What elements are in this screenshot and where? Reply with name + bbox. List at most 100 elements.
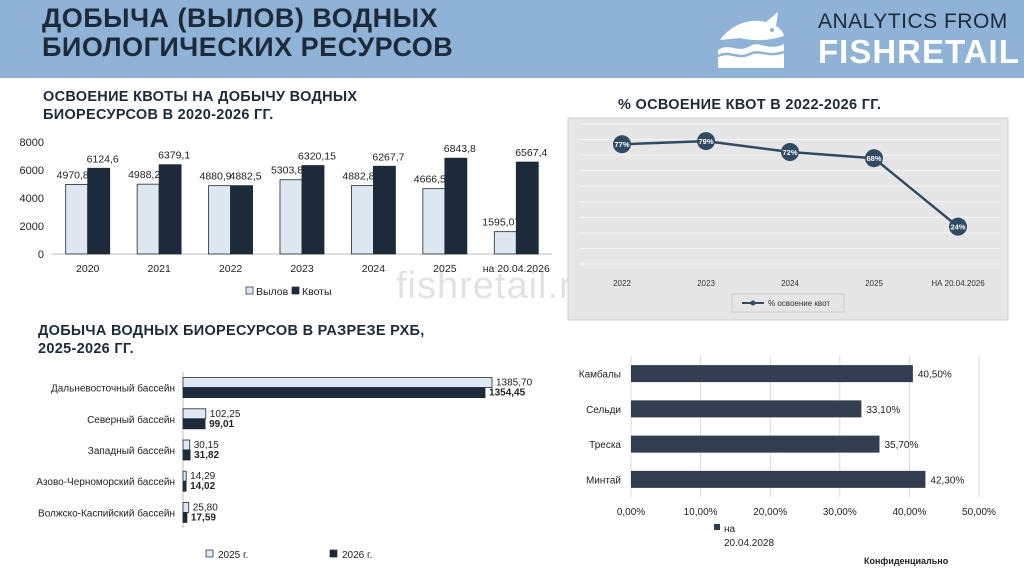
- y-tick-label: 6000: [20, 165, 44, 177]
- data-label: 102,25: [210, 409, 241, 420]
- x-tick-label: 0,00%: [617, 507, 645, 518]
- brand-subtitle: ANALYTICS FROM: [818, 10, 1008, 33]
- category-label: Камбалы: [579, 369, 621, 381]
- data-label: 33,10%: [866, 405, 900, 416]
- category-label: Минтай: [586, 475, 621, 486]
- category-label: Сельди: [586, 405, 621, 416]
- data-label: 24%: [950, 223, 965, 232]
- chart3-title-line1: ДОБЫЧА ВОДНЫХ БИОРЕСУРСОВ В РАЗРЕЗЕ РХБ,: [38, 323, 425, 339]
- data-label: 14,29: [190, 471, 215, 482]
- legend-swatch: [205, 549, 214, 558]
- data-point: [865, 149, 883, 168]
- data-label: 4970,8: [57, 169, 89, 181]
- x-tick-label: 2023: [290, 263, 314, 275]
- data-label: 4666,5: [414, 174, 446, 186]
- x-tick-label: 2025: [433, 263, 457, 275]
- legend-swatch: [329, 549, 338, 558]
- data-label: 4988,2: [128, 169, 160, 181]
- data-point: [697, 132, 715, 151]
- bar-quota: [444, 157, 468, 255]
- bar-quota: [158, 164, 182, 255]
- legend-swatch: [245, 286, 254, 295]
- data-label: 6320,15: [298, 151, 336, 163]
- bar-quota: [230, 185, 253, 255]
- x-tick-label: 2023: [697, 279, 715, 288]
- data-label: 99,01: [209, 419, 234, 430]
- x-tick-label: 2024: [781, 279, 799, 288]
- bar-2026: [182, 418, 206, 430]
- legend-swatch: [291, 286, 300, 295]
- bar-quota: [87, 167, 111, 255]
- data-label: 4882,8: [342, 171, 374, 183]
- x-tick-label: 2022: [613, 279, 631, 288]
- page-title: ДОБЫЧА (ВЫЛОВ) ВОДНЫХ БИОЛОГИЧЕСКИХ РЕСУ…: [42, 4, 453, 62]
- page-title-line1: ДОБЫЧА (ВЫЛОВ) ВОДНЫХ: [42, 3, 439, 33]
- data-point: [949, 217, 967, 236]
- data-label: 1595,07: [482, 217, 520, 229]
- x-tick-label: 2022: [219, 263, 243, 275]
- data-label: 17,59: [191, 512, 216, 523]
- legend-label-line2: 20.04.2028: [724, 538, 774, 549]
- chart2-title: % ОСВОЕНИЕ КВОТ В 2022-2026 ГГ.: [618, 97, 882, 113]
- data-label: 77%: [614, 140, 629, 149]
- bar-quota: [301, 165, 325, 255]
- legend-swatch: [714, 524, 720, 530]
- data-label: 14,02: [190, 481, 215, 492]
- chart1-title: ОСВОЕНИЕ КВОТЫ НА ДОБЫЧУ ВОДНЫХ БИОРЕСУР…: [43, 88, 357, 124]
- legend-label-line1: на: [724, 524, 736, 535]
- x-tick-label: 2021: [147, 263, 171, 275]
- data-label: 6567,4: [515, 147, 547, 159]
- x-tick-label: 40,00%: [892, 507, 926, 518]
- page-title-line2: БИОЛОГИЧЕСКИХ РЕСУРСОВ: [42, 32, 454, 62]
- legend-marker: [750, 300, 756, 306]
- chart1-title-line1: ОСВОЕНИЕ КВОТЫ НА ДОБЫЧУ ВОДНЫХ: [43, 89, 358, 105]
- category-label: Западный бассейн: [88, 445, 175, 457]
- data-point: [613, 135, 631, 154]
- legend-label: 2026 г.: [342, 550, 372, 561]
- bar-2026: [182, 512, 188, 523]
- chart3-title-line2: 2025-2026 ГГ.: [38, 341, 134, 357]
- data-label: 30,15: [194, 440, 219, 451]
- brand-name: FISHRETAIL: [818, 33, 1020, 70]
- x-tick-label: 2025: [865, 279, 883, 288]
- data-label: 6843,8: [444, 143, 476, 155]
- data-label: 68%: [866, 154, 881, 163]
- bar-2026: [182, 480, 187, 492]
- header-banner: ДОБЫЧА (ВЫЛОВ) ВОДНЫХ БИОЛОГИЧЕСКИХ РЕСУ…: [0, 0, 1024, 78]
- data-label: 1385,70: [496, 378, 533, 389]
- x-tick-label: 2020: [76, 263, 100, 275]
- data-label: 35,70%: [884, 440, 918, 451]
- data-label: 79%: [698, 137, 713, 146]
- x-tick-label: на 20.04.2026: [483, 263, 550, 275]
- bar-species: [631, 435, 880, 453]
- y-tick-label: 8000: [20, 137, 44, 149]
- legend-label: % освоение квот: [768, 299, 830, 308]
- category-label: Азово-Черноморский бассейн: [36, 476, 175, 488]
- legend-label: Квоты: [302, 286, 332, 298]
- x-tick-label: НА 20.04.2026: [931, 279, 985, 288]
- data-label: 25,80: [193, 502, 218, 513]
- legend-box: [731, 293, 845, 313]
- bar-quota: [515, 161, 539, 255]
- x-tick-label: 20,00%: [753, 507, 787, 518]
- bar-species: [631, 470, 926, 488]
- data-label: 1354,45: [489, 388, 526, 399]
- x-tick-label: 50,00%: [962, 507, 996, 518]
- data-label: 4880,9: [200, 171, 232, 183]
- data-label: 31,82: [194, 450, 219, 461]
- confidential-label: Конфиденциально: [864, 556, 949, 566]
- category-label: Волжско-Каспийский бассейн: [38, 507, 175, 519]
- data-label: 6267,7: [372, 151, 404, 163]
- bar-species: [631, 400, 862, 418]
- data-label: 6124,6: [87, 153, 119, 165]
- y-tick-label: 4000: [20, 193, 44, 205]
- category-label: Дальневосточный бассейн: [51, 383, 175, 395]
- data-label: 6379,1: [158, 150, 190, 162]
- chart3-title: ДОБЫЧА ВОДНЫХ БИОРЕСУРСОВ В РАЗРЕЗЕ РХБ,…: [38, 322, 425, 358]
- data-label: 5303,8: [271, 165, 303, 177]
- data-label: 40,50%: [918, 370, 952, 381]
